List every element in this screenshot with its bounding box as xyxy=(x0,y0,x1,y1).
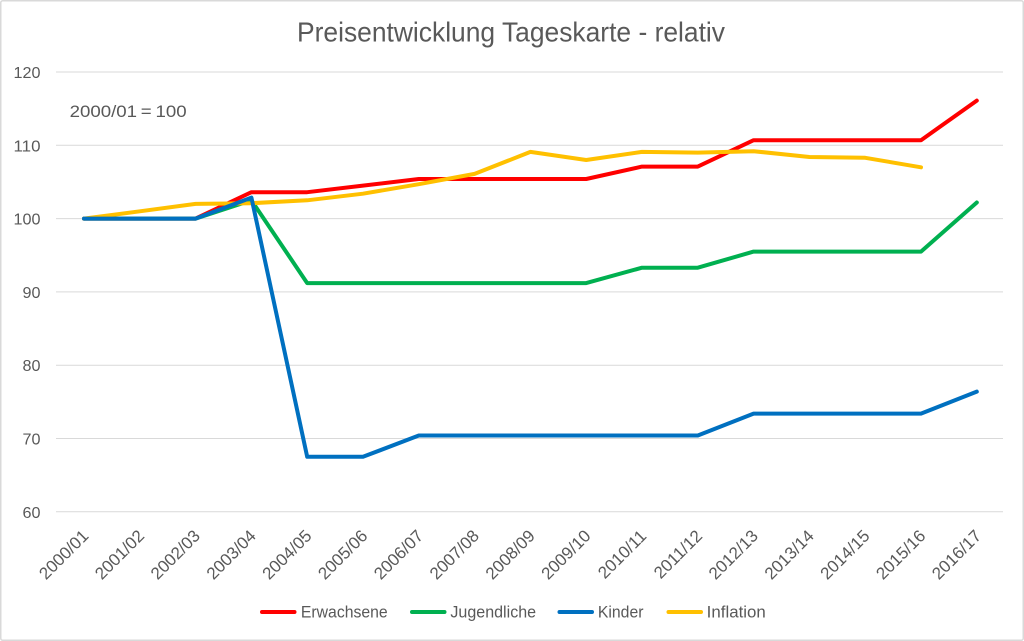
svg-text:Jugendliche: Jugendliche xyxy=(450,604,536,622)
svg-text:80: 80 xyxy=(23,358,41,375)
svg-text:60: 60 xyxy=(23,505,41,522)
svg-text:110: 110 xyxy=(14,138,41,155)
svg-text:90: 90 xyxy=(23,285,41,302)
svg-text:70: 70 xyxy=(23,432,41,449)
svg-text:Inflation: Inflation xyxy=(707,604,766,622)
svg-text:120: 120 xyxy=(14,65,41,82)
svg-text:100: 100 xyxy=(14,212,41,229)
svg-text:Preisentwicklung Tageskarte -: Preisentwicklung Tageskarte - relativ xyxy=(297,17,725,48)
svg-text:Erwachsene: Erwachsene xyxy=(301,604,388,622)
svg-text:Kinder: Kinder xyxy=(598,604,644,622)
svg-text:2000/01 = 100: 2000/01 = 100 xyxy=(70,103,187,121)
